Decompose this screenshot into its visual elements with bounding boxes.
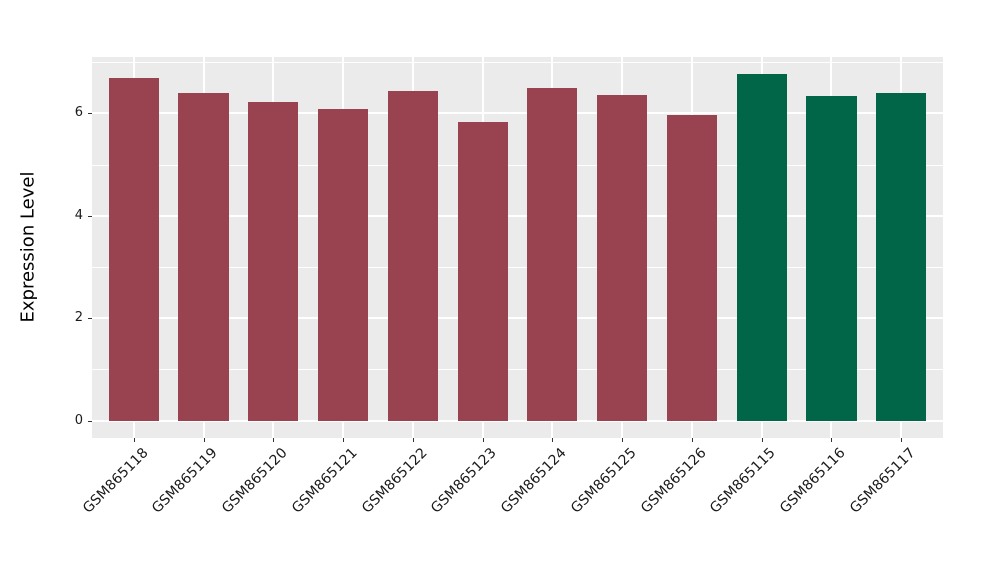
bar-GSM865120 bbox=[248, 102, 299, 421]
x-tick-mark bbox=[133, 438, 135, 442]
y-major-gridline bbox=[92, 317, 943, 320]
y-major-gridline bbox=[92, 112, 943, 115]
x-tick-label: GSM865115 bbox=[707, 445, 779, 517]
x-tick-label: GSM865125 bbox=[567, 445, 640, 517]
y-tick-label: 4 bbox=[74, 207, 83, 223]
y-tick-label: 6 bbox=[74, 105, 83, 121]
y-minor-gridline bbox=[92, 62, 943, 64]
y-axis-title: Expression Level bbox=[17, 171, 39, 323]
x-tick-mark bbox=[482, 438, 484, 442]
x-tick-mark bbox=[761, 438, 763, 442]
x-tick-label: GSM865118 bbox=[79, 445, 152, 517]
x-tick-mark bbox=[273, 438, 275, 442]
x-tick-label: GSM865124 bbox=[498, 445, 570, 517]
x-tick-label: GSM865126 bbox=[637, 445, 710, 517]
bar-GSM865116 bbox=[806, 95, 857, 421]
y-minor-gridline bbox=[92, 266, 943, 268]
x-tick-mark bbox=[831, 438, 833, 442]
y-tick-mark bbox=[88, 318, 92, 320]
x-tick-label: GSM865116 bbox=[777, 445, 849, 517]
y-tick-label: 0 bbox=[74, 412, 83, 428]
x-tick-mark bbox=[203, 438, 205, 442]
x-tick-mark bbox=[691, 438, 693, 442]
bar-GSM865124 bbox=[527, 88, 578, 421]
y-tick-mark bbox=[88, 215, 92, 217]
x-tick-label: GSM865121 bbox=[288, 445, 361, 517]
bar-GSM865122 bbox=[387, 90, 438, 421]
x-tick-mark bbox=[901, 438, 903, 442]
y-minor-gridline bbox=[92, 369, 943, 371]
x-tick-label: GSM865117 bbox=[846, 445, 919, 517]
x-tick-label: GSM865123 bbox=[428, 445, 500, 517]
x-tick-label: GSM865120 bbox=[219, 445, 291, 517]
bar-GSM865119 bbox=[178, 92, 229, 421]
x-tick-mark bbox=[343, 438, 345, 442]
bar-GSM865126 bbox=[666, 115, 717, 421]
bar-GSM865125 bbox=[597, 94, 648, 421]
bar-GSM865115 bbox=[736, 73, 787, 421]
bar-GSM865121 bbox=[318, 109, 369, 421]
bar-GSM865117 bbox=[876, 93, 927, 421]
y-major-gridline bbox=[92, 419, 943, 422]
y-tick-mark bbox=[88, 113, 92, 115]
x-tick-mark bbox=[412, 438, 414, 442]
bar-GSM865123 bbox=[457, 121, 508, 421]
x-tick-label: GSM865119 bbox=[149, 445, 221, 517]
x-tick-mark bbox=[552, 438, 554, 442]
x-tick-mark bbox=[622, 438, 624, 442]
x-tick-label: GSM865122 bbox=[358, 445, 431, 517]
y-tick-mark bbox=[88, 420, 92, 422]
bar-GSM865118 bbox=[108, 77, 159, 421]
y-tick-label: 2 bbox=[74, 310, 83, 326]
y-major-gridline bbox=[92, 214, 943, 217]
y-minor-gridline bbox=[92, 164, 943, 166]
plot-panel bbox=[92, 57, 943, 438]
